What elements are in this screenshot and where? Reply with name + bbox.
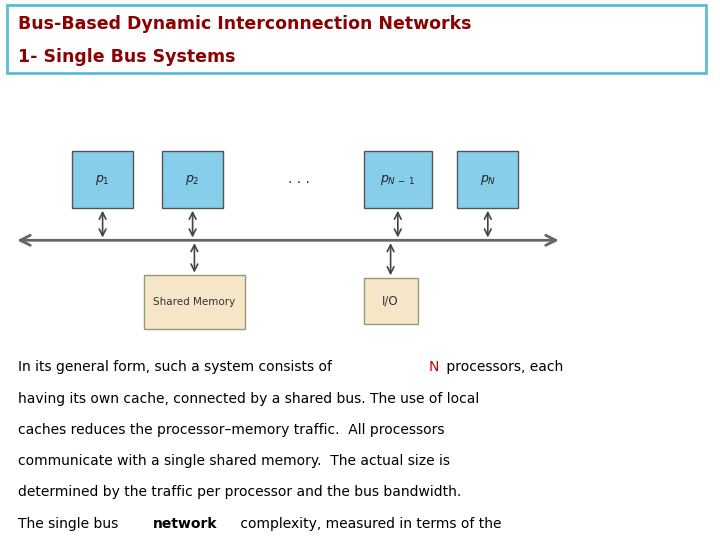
FancyBboxPatch shape [364,151,432,208]
Text: $p_1$: $p_1$ [95,173,110,186]
Text: Shared Memory: Shared Memory [153,298,235,307]
Text: $p_{N\,-\,1}$: $p_{N\,-\,1}$ [380,173,415,186]
Text: network: network [153,517,217,531]
Text: having its own cache, connected by a shared bus. The use of local: having its own cache, connected by a sha… [18,392,480,406]
Text: determined by the traffic per processor and the bus bandwidth.: determined by the traffic per processor … [18,485,462,500]
FancyBboxPatch shape [364,278,418,324]
Text: In its general form, such a system consists of: In its general form, such a system consi… [18,360,336,374]
FancyBboxPatch shape [72,151,133,208]
Text: The single bus: The single bus [18,517,122,531]
Text: $p_N$: $p_N$ [480,173,496,186]
Text: N: N [429,360,439,374]
Text: processors, each: processors, each [442,360,564,374]
FancyBboxPatch shape [7,5,706,73]
Text: caches reduces the processor–memory traffic.  All processors: caches reduces the processor–memory traf… [18,423,444,437]
Text: 1- Single Bus Systems: 1- Single Bus Systems [18,48,235,66]
Text: complexity, measured in terms of the: complexity, measured in terms of the [236,517,502,531]
Text: $p_2$: $p_2$ [185,173,200,186]
FancyBboxPatch shape [162,151,223,208]
Text: . . .: . . . [288,172,310,186]
Text: communicate with a single shared memory.  The actual size is: communicate with a single shared memory.… [18,454,450,468]
Text: Bus-Based Dynamic Interconnection Networks: Bus-Based Dynamic Interconnection Networ… [18,15,472,33]
FancyBboxPatch shape [144,275,245,329]
Text: I/O: I/O [382,294,399,308]
FancyBboxPatch shape [457,151,518,208]
